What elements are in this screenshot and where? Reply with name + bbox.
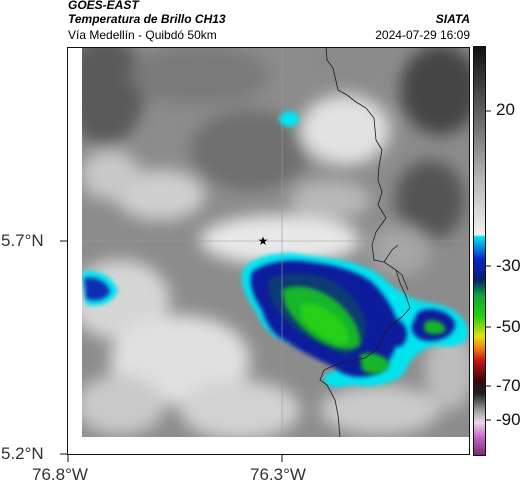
colorbar-label-20: 20 — [496, 100, 515, 119]
colorbar-label-neg70: -70 — [496, 376, 521, 395]
star-icon: ★ — [258, 234, 269, 248]
map-imagery — [82, 47, 469, 437]
lat-label-1: 5.7°N — [1, 231, 44, 250]
colorbar-label-neg30: -30 — [496, 256, 521, 275]
region-subtitle: Vía Medellín - Quibdó 50km — [68, 28, 217, 42]
lon-label-2: 76.3°W — [250, 465, 306, 484]
lat-label-2: 5.2°N — [1, 444, 44, 463]
timestamp-label: 2024-07-29 16:09 — [375, 28, 470, 42]
agency-label: SIATA — [435, 12, 470, 26]
colorbar — [474, 47, 485, 455]
product-title: Temperatura de Brillo CH13 — [68, 12, 226, 26]
satellite-title: GOES-EAST — [68, 0, 139, 12]
lon-label-1: 76.8°W — [32, 465, 88, 484]
colorbar-label-neg90: -90 — [496, 410, 521, 429]
colorbar-label-neg50: -50 — [496, 317, 521, 336]
map-frame — [67, 47, 470, 455]
